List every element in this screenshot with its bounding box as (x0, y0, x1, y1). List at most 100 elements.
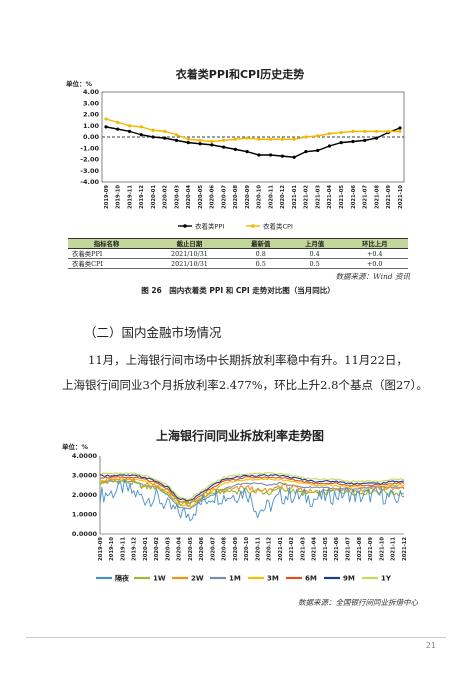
ppi-point (163, 136, 167, 140)
legend-label: 2W (191, 575, 204, 583)
x-tick-label: 2020-01 (151, 185, 157, 209)
ppi-point (304, 150, 308, 154)
x-tick-label: 2020-01 (143, 537, 149, 561)
ppi-point (363, 138, 367, 142)
footer-divider (26, 637, 446, 638)
x-tick-label: 2021-10 (379, 537, 385, 561)
y-tick-label: 0.00 (83, 133, 100, 141)
paragraph-line-2: 上海银行间同业3个月拆放利率2.477%，环比上升2.8个基点（图27）。 (62, 378, 428, 392)
y-tick-label: 4.0000 (72, 452, 98, 460)
x-tick-label: 2020-06 (210, 185, 216, 209)
table-header-row: 指标名称 截止日期 最新值 上月值 环比上月 (68, 238, 408, 249)
y-tick-label: -2.00 (80, 156, 99, 164)
series-line-1W (99, 479, 405, 508)
table-cell: 0.5 (287, 258, 342, 269)
ppi-point (280, 154, 284, 158)
series-line-隔夜 (99, 479, 405, 522)
table-header: 截止日期 (145, 238, 234, 249)
legend-label: 1W (153, 575, 166, 583)
x-tick-label: 2020-11 (255, 537, 261, 561)
cpi-point (292, 137, 296, 141)
table-header: 最新值 (233, 238, 288, 249)
y-tick-label: 0.0000 (72, 530, 98, 538)
chart1-table: 指标名称 截止日期 最新值 上月值 环比上月 衣着类PPI 2021/10/31… (68, 238, 408, 269)
cpi-point (151, 128, 155, 132)
ppi-point (398, 126, 402, 130)
y-tick-label: 3.00 (83, 99, 100, 107)
x-tick-label: 2019-11 (120, 537, 126, 561)
cpi-point (257, 137, 261, 141)
x-tick-label: 2021-10 (398, 185, 404, 209)
ppi-point (174, 138, 179, 142)
y-tick-label: 3.0000 (72, 472, 98, 480)
ppi-point (186, 141, 190, 145)
y-tick-label: 2.0000 (72, 491, 98, 499)
ppi-point (139, 133, 143, 137)
x-tick-label: 2021-02 (304, 185, 310, 209)
cpi-point (163, 129, 167, 133)
ppi-point (327, 144, 332, 148)
table-cell: 0.8 (233, 248, 288, 259)
x-tick-label: 2021-01 (292, 185, 298, 209)
x-tick-label: 2019-12 (139, 185, 145, 209)
table-row: 衣着类PPI 2021/10/31 0.8 0.4 +0.4 (68, 248, 408, 259)
x-tick-label: 2019-10 (116, 185, 122, 209)
x-tick-label: 2020-07 (221, 185, 227, 209)
legend-marker (183, 224, 187, 228)
page-number: 21 (425, 641, 437, 650)
table-header: 上月值 (287, 238, 342, 249)
legend-label: 1M (229, 575, 241, 583)
x-tick-label: 2020-09 (245, 185, 251, 209)
figure26-caption: 图 26 国内衣着类 PPI 和 CPI 走势对比图（当月同比） (141, 286, 335, 295)
cpi-point (174, 133, 179, 137)
x-tick-label: 2020-07 (210, 537, 216, 561)
x-tick-label: 2021-08 (374, 185, 380, 209)
y-tick-label: -4.00 (80, 178, 99, 186)
ppi-point (127, 129, 132, 133)
ppi-point (104, 125, 108, 129)
legend-label: 6M (305, 575, 317, 583)
table-header: 环比上月 (341, 238, 408, 249)
cpi-point (210, 139, 214, 144)
legend-label: 衣着类CPI (263, 222, 293, 231)
chart2-title: 上海银行间同业拆放利率走势图 (155, 429, 324, 443)
y-tick-label: -1.00 (80, 144, 99, 152)
x-tick-label: 2020-02 (163, 185, 169, 209)
ppi-line (105, 126, 401, 158)
series-line-9M (99, 474, 405, 502)
chart1-source: 数据来源：Wind 资讯 (335, 272, 411, 281)
x-tick-label: 2021-04 (312, 537, 318, 561)
y-tick-label: 4.00 (83, 88, 100, 96)
paragraph-line-1: 11月，上海银行间市场中长期拆放利率稳中有升。11月22日， (88, 353, 408, 367)
ppi-point (269, 153, 273, 157)
x-tick-label: 2021-08 (357, 537, 363, 561)
ppi-point (351, 139, 355, 144)
ppi-point (316, 148, 320, 153)
chart1-unit: 单位：% (66, 80, 93, 88)
x-tick-label: 2020-03 (165, 537, 171, 561)
cpi-point (339, 130, 343, 135)
x-tick-label: 2020-04 (186, 185, 192, 209)
x-tick-label: 2020-06 (199, 537, 205, 561)
legend-marker (251, 224, 255, 228)
x-tick-label: 2021-03 (315, 185, 321, 209)
cpi-point (398, 129, 402, 133)
chart2-unit: 单位：% (62, 443, 89, 451)
legend-label: 1Y (381, 575, 392, 583)
x-tick-label: 2019-09 (98, 537, 104, 561)
ppi-point (198, 142, 202, 146)
ppi-point (222, 145, 226, 149)
y-tick-label: 1.0000 (72, 511, 98, 519)
cpi-point (104, 117, 108, 121)
x-tick-label: 2021-09 (386, 185, 392, 209)
x-tick-label: 2021-07 (363, 185, 369, 209)
x-tick-label: 2021-05 (323, 537, 329, 561)
cpi-point (186, 137, 190, 141)
chart1-plot: 4.00 3.00 2.00 1.00 0.00 -1.00 -2.00 -3.00 -4.00… (80, 88, 405, 231)
x-tick-label: 2019-09 (104, 185, 110, 209)
x-tick-label: 2021-06 (334, 537, 340, 561)
x-tick-label: 2020-04 (177, 537, 183, 561)
x-tick-label: 2019-12 (132, 537, 138, 561)
cpi-point (127, 124, 132, 128)
table-cell: 衣着类PPI (68, 248, 146, 259)
